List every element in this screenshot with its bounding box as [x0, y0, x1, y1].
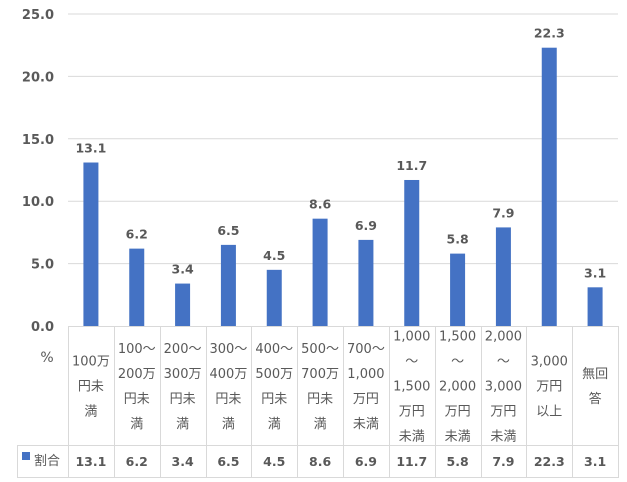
category-label: 2,000: [485, 330, 522, 345]
category-label: ～: [451, 355, 464, 370]
category-label: 以上: [536, 405, 562, 420]
category-label: 満: [222, 417, 235, 432]
category-label: 1,000: [347, 367, 384, 382]
category-label: 1,500: [393, 380, 430, 395]
y-tick-label: 5.0: [31, 258, 54, 273]
category-label: 満: [314, 417, 327, 432]
category-label: 300～: [210, 342, 248, 357]
category-label: 答: [589, 391, 602, 407]
category-label: 未満: [490, 430, 516, 445]
category-label: 未満: [399, 430, 425, 445]
category-label: ～: [497, 355, 510, 370]
table-value: 11.7: [396, 454, 427, 469]
legend-label: 割合: [34, 453, 60, 469]
category-label: 円未: [78, 380, 104, 395]
category-label: 万円: [445, 405, 471, 420]
data-label: 6.2: [126, 227, 148, 242]
category-label: 1,000: [393, 330, 430, 345]
category-label: 400万: [210, 367, 248, 382]
category-label: 万円: [353, 392, 379, 407]
data-label: 8.6: [309, 197, 331, 212]
category-label: 1,500: [439, 330, 476, 345]
category-label: 満: [84, 405, 97, 420]
category-label: 100万: [72, 355, 110, 370]
data-label: 7.9: [492, 205, 514, 220]
table-value: 6.2: [126, 454, 148, 469]
category-label: 500万: [255, 367, 293, 382]
y-tick-label: 0.0: [31, 320, 54, 335]
category-label: 円未: [124, 392, 150, 407]
data-label: 6.5: [217, 223, 239, 238]
data-label: 3.4: [172, 262, 194, 277]
bars: [83, 47, 603, 327]
bar: [358, 239, 374, 326]
table-value: 3.1: [584, 454, 606, 469]
category-label: 万円: [536, 380, 562, 395]
table-value: 8.6: [309, 454, 331, 469]
category-label: 無回: [582, 367, 608, 382]
table-value: 5.8: [447, 454, 469, 469]
category-label: 300万: [164, 367, 202, 382]
table-value: 4.5: [263, 454, 285, 469]
y-tick-label: 20.0: [22, 70, 54, 85]
category-label: 200万: [118, 367, 156, 382]
data-label: 13.1: [75, 141, 106, 156]
data-label: 3.1: [584, 265, 606, 280]
bar: [175, 283, 191, 326]
category-label: 未満: [445, 430, 471, 445]
legend-swatch: [22, 452, 30, 460]
category-label: 万円: [490, 405, 516, 420]
category-label: 200～: [164, 342, 202, 357]
category-label: 円未: [215, 392, 241, 407]
category-label: ～: [405, 355, 418, 370]
bar: [404, 179, 420, 326]
bar: [129, 248, 145, 326]
category-label: 400～: [255, 342, 293, 357]
category-label: 2,000: [439, 380, 476, 395]
category-label: 700万: [301, 367, 339, 382]
bar: [266, 269, 282, 326]
y-tick-label: 25.0: [22, 8, 54, 23]
category-label: 700～: [347, 342, 385, 357]
data-labels: 13.1 6.2 3.4 6.5 4.5 8.6 6.9 11.7 5.8 7.9 22.3 3.1: [75, 26, 606, 281]
gridlines: [68, 13, 618, 265]
bar: [220, 244, 236, 326]
bar: [495, 227, 511, 326]
table-value: 3.4: [172, 454, 194, 469]
category-label: 3,000: [485, 380, 522, 395]
bar: [587, 287, 603, 326]
bar: [450, 253, 466, 326]
bar: [541, 47, 557, 327]
category-label: 満: [130, 417, 143, 432]
category-label: 円未: [261, 392, 287, 407]
bar: [312, 218, 328, 326]
y-tick-label: 10.0: [22, 195, 54, 210]
data-label: 22.3: [534, 26, 565, 41]
bar: [83, 162, 99, 326]
category-label: 円未: [307, 392, 333, 407]
y-axis-ticks: 0.0 5.0 10.0 15.0 20.0 25.0: [22, 8, 54, 335]
table-value: 22.3: [534, 454, 565, 469]
category-label: 500～: [301, 342, 339, 357]
table-value: 6.9: [355, 454, 377, 469]
table-value: 13.1: [75, 454, 106, 469]
category-label: 万円: [399, 405, 425, 420]
table-value: 7.9: [492, 454, 514, 469]
data-label: 4.5: [263, 248, 285, 263]
category-label: 100～: [118, 342, 156, 357]
y-axis-label: %: [40, 350, 53, 366]
category-label: 未満: [353, 417, 379, 432]
data-label: 6.9: [355, 218, 377, 233]
category-label: 満: [176, 417, 189, 432]
category-label: 満: [268, 417, 281, 432]
category-label: 円未: [170, 392, 196, 407]
category-label: 3,000: [531, 355, 568, 370]
data-table: 100万円未満13.1100～200万円未満6.2200～300万円未満3.43…: [17, 326, 619, 478]
y-tick-label: 15.0: [22, 133, 54, 148]
data-label: 5.8: [447, 232, 469, 247]
data-label: 11.7: [396, 158, 427, 173]
table-value: 6.5: [217, 454, 239, 469]
